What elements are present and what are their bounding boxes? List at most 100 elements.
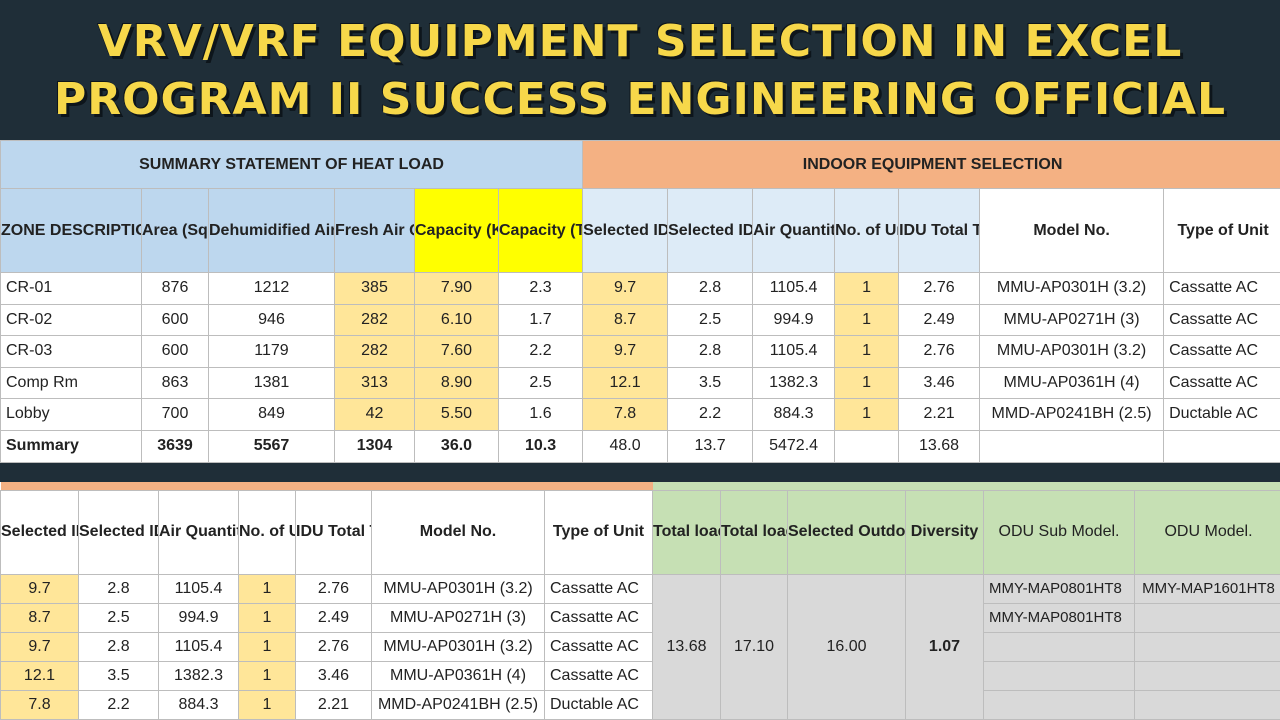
table-row: Lobby 700 849 42 5.50 1.6 7.8 2.2 884.3 1 2.21 MMD-… [0, 398, 1280, 431]
cell-area: 600 [141, 303, 209, 336]
cell-selected-idu-kw: 9.7 [582, 335, 669, 368]
cell-air-quantity: 1105.4 [752, 335, 836, 368]
b-col-odu-capacity-hp: Selected Outdoor unit Capacity in HP [787, 489, 906, 575]
odu-sub-model [983, 661, 1135, 692]
b-cell-model-no: MMD-AP0241BH (2.5) [371, 690, 545, 720]
cell-dehumidified-air: 1179 [208, 335, 335, 368]
cell-dehumidified-air: 1381 [208, 366, 335, 399]
cell-type-of-unit: Cassatte AC [1163, 335, 1280, 368]
summary-model [979, 429, 1165, 463]
b-col-selected-idu-tr: Selected IDU (TR) [78, 489, 159, 575]
cell-selected-idu-tr: 2.2 [667, 398, 754, 431]
cell-selected-idu-kw: 9.7 [582, 272, 669, 305]
b-cell-selected-idu-kw: 12.1 [0, 661, 79, 692]
col-model-no: Model No. [979, 188, 1165, 273]
title-banner: VRV/VRF EQUIPMENT SELECTION IN EXCEL PRO… [0, 0, 1280, 140]
cell-no-of-units: 1 [834, 303, 900, 336]
cell-capacity-tr: 2.3 [497, 272, 584, 305]
odu-sub-model [983, 631, 1135, 663]
cell-capacity-kw: 7.90 [414, 272, 499, 305]
b-col-idu-total-tr: IDU Total TR [295, 489, 372, 575]
cell-selected-idu-kw: 8.7 [582, 303, 669, 336]
col-selected-idu-tr: Selected IDU (TR) [667, 188, 754, 273]
col-selected-idu-kw: Selected IDU (KW) [582, 188, 669, 273]
b-cell-type-of-unit: Cassatte AC [544, 661, 653, 692]
summary-type [1163, 429, 1280, 463]
summary-label: Summary [0, 429, 142, 463]
cell-capacity-kw: 6.10 [414, 303, 499, 336]
b-col-total-load-hp: Total load in HP [720, 489, 788, 575]
odu-model-empty [1134, 690, 1280, 720]
b-col-diversity: Diversity [905, 489, 984, 575]
b-cell-model-no: MMU-AP0271H (3) [371, 602, 545, 633]
table-row: CR-02 600 946 282 6.10 1.7 8.7 2.5 994.9 1 2.49 MMU… [0, 303, 1280, 336]
b-cell-model-no: MMU-AP0361H (4) [371, 661, 545, 692]
b-col-odu-sub-model: ODU Sub Model. [983, 489, 1135, 575]
cell-capacity-kw: 5.50 [414, 398, 499, 431]
cell-capacity-tr: 1.7 [497, 303, 584, 336]
b-cell-no-of-units: 1 [238, 602, 296, 633]
indoor-strip [0, 482, 653, 490]
cell-zone: Comp Rm [0, 366, 142, 399]
b-cell-idu-total-tr: 2.49 [295, 602, 372, 633]
summary-capacity-tr: 10.3 [497, 429, 584, 463]
col-idu-total-tr: IDU Total TR [898, 188, 981, 273]
table-row: CR-03 600 1179 282 7.60 2.2 9.7 2.8 1105.4 1 2.76 M… [0, 335, 1280, 368]
cell-capacity-tr: 2.5 [497, 366, 584, 399]
b-cell-selected-idu-kw: 7.8 [0, 690, 79, 720]
table-row: 9.7 2.8 1105.4 1 2.76 MMU-AP0301H (3.2) Cassat… [0, 573, 1280, 720]
b-cell-type-of-unit: Cassatte AC [544, 631, 653, 663]
odu-model: MMY-MAP1601HT8 [1134, 573, 1280, 604]
cell-selected-idu-tr: 2.5 [667, 303, 754, 336]
cell-capacity-kw: 7.60 [414, 335, 499, 368]
table-row: 9.7 2.8 1105.4 1 2.76 MMU-AP0301H (3.2) Cassat… [0, 631, 1280, 663]
col-area: Area (Sq.ft) [141, 188, 209, 273]
summary-idu-kw: 48.0 [582, 429, 669, 463]
cell-dehumidified-air: 946 [208, 303, 335, 336]
b-col-selected-idu-kw: Selected IDU (KW) [0, 489, 79, 575]
cell-type-of-unit: Ductable AC [1163, 398, 1280, 431]
cell-zone: Lobby [0, 398, 142, 431]
cell-selected-idu-tr: 2.8 [667, 335, 754, 368]
cell-fresh-air: 385 [334, 272, 415, 305]
cell-fresh-air: 313 [334, 366, 415, 399]
outdoor-selection-table: Selected IDU (KW) Selected IDU (TR) Air … [0, 482, 1280, 720]
diversity-value: 1.07 [905, 573, 984, 720]
cell-no-of-units: 1 [834, 335, 900, 368]
table-row: 8.7 2.5 994.9 1 2.49 MMU-AP0271H (3) Cassatte … [0, 602, 1280, 633]
summary-idu-tr: 13.7 [667, 429, 754, 463]
cell-no-of-units: 1 [834, 272, 900, 305]
summary-fresh-air: 1304 [334, 429, 415, 463]
b-cell-air-quantity: 1105.4 [158, 573, 239, 604]
cell-model-no: MMD-AP0241BH (2.5) [979, 398, 1165, 431]
summary-air-quantity: 5472.4 [752, 429, 836, 463]
total-load-tr: 13.68 [652, 573, 721, 720]
b-cell-idu-total-tr: 3.46 [295, 661, 372, 692]
b-cell-selected-idu-tr: 3.5 [78, 661, 159, 692]
cell-area: 876 [141, 272, 209, 305]
col-type-of-unit: Type of Unit [1163, 188, 1280, 273]
cell-zone: CR-02 [0, 303, 142, 336]
odu-model-empty [1134, 661, 1280, 692]
b-cell-type-of-unit: Cassatte AC [544, 602, 653, 633]
cell-no-of-units: 1 [834, 366, 900, 399]
b-cell-no-of-units: 1 [238, 631, 296, 663]
col-air-quantity: Air Quantity [752, 188, 836, 273]
odu-model-empty [1134, 631, 1280, 663]
cell-type-of-unit: Cassatte AC [1163, 303, 1280, 336]
cell-fresh-air: 282 [334, 335, 415, 368]
cell-idu-total-tr: 2.76 [898, 272, 981, 305]
banner-title-line2: PROGRAM II SUCCESS ENGINEERING OFFICIAL [54, 74, 1226, 125]
cell-zone: CR-03 [0, 335, 142, 368]
b-cell-type-of-unit: Cassatte AC [544, 573, 653, 604]
col-zone-description: ZONE DESCRIPTION [0, 188, 142, 273]
col-no-of-units: No. of Units [834, 188, 900, 273]
table-row: CR-01 876 1212 385 7.90 2.3 9.7 2.8 1105.4 1 2.76 M… [0, 272, 1280, 305]
b-col-odu-model: ODU Model. [1134, 489, 1280, 575]
b-cell-idu-total-tr: 2.76 [295, 631, 372, 663]
cell-air-quantity: 994.9 [752, 303, 836, 336]
cell-capacity-tr: 2.2 [497, 335, 584, 368]
b-cell-air-quantity: 884.3 [158, 690, 239, 720]
cell-air-quantity: 884.3 [752, 398, 836, 431]
b-cell-air-quantity: 1105.4 [158, 631, 239, 663]
